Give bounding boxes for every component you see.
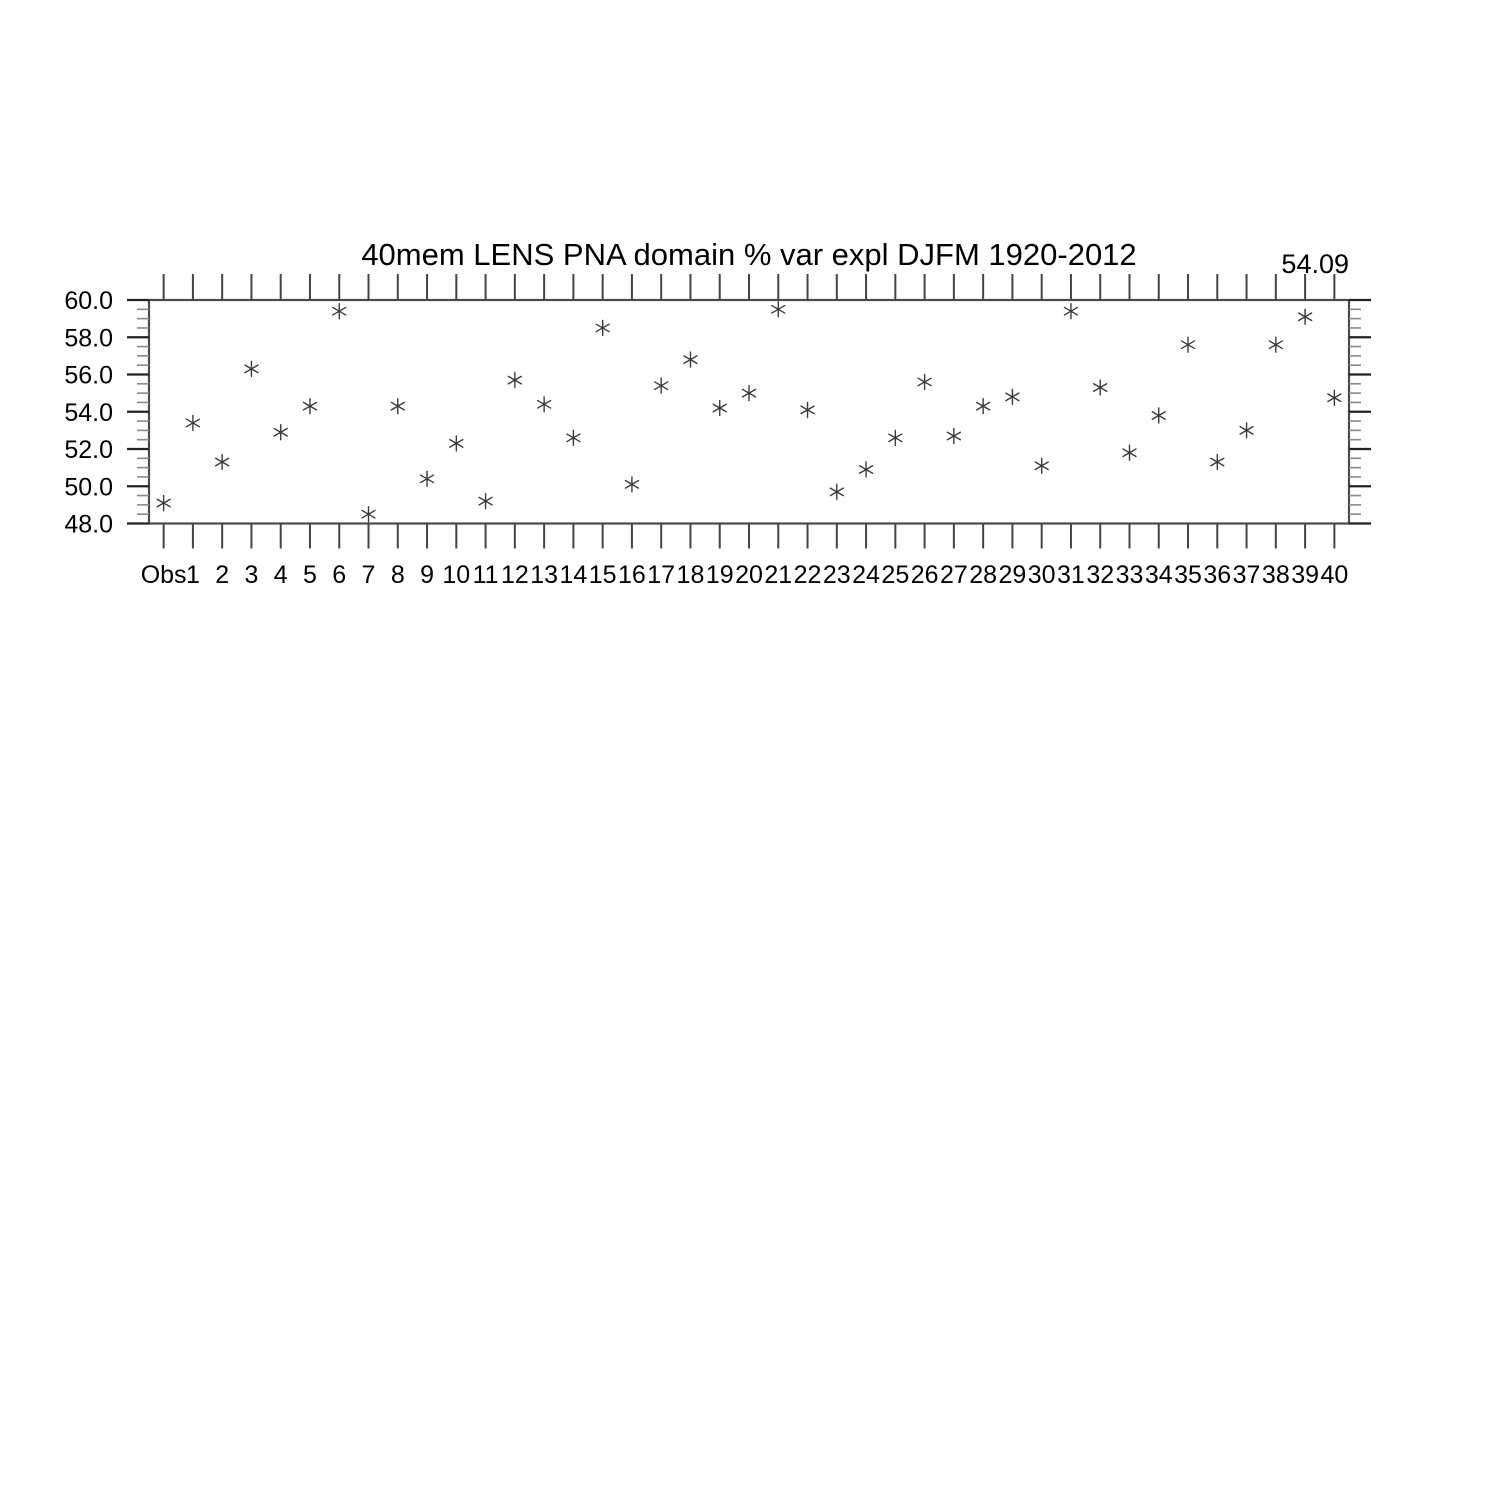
data-point-marker — [244, 364, 259, 374]
data-point-marker — [1005, 392, 1020, 402]
data-point-marker — [917, 377, 932, 387]
data-point-marker — [1180, 340, 1196, 350]
data-point-marker — [1327, 393, 1342, 403]
x-tick-label: 9 — [420, 561, 434, 589]
data-point-marker — [536, 399, 552, 409]
x-tick-label: 21 — [764, 561, 792, 589]
x-tick-label: 17 — [647, 561, 675, 589]
data-point-marker — [1297, 312, 1313, 322]
data-point-marker — [1151, 411, 1166, 420]
x-tick-label: 8 — [391, 561, 405, 589]
x-tick-label: Obs — [141, 561, 187, 589]
data-point-marker — [975, 401, 991, 411]
x-tick-label: 1 — [186, 561, 200, 589]
data-point-marker — [1239, 425, 1254, 435]
x-tick-label: 29 — [999, 561, 1027, 589]
data-point-marker — [653, 381, 669, 391]
data-point-marker — [1122, 448, 1137, 458]
x-tick-label: 2 — [215, 561, 229, 589]
x-tick-label: 11 — [473, 561, 499, 589]
y-tick-label: 50.0 — [64, 473, 113, 501]
x-tick-label: 33 — [1116, 561, 1144, 589]
data-point-marker — [771, 304, 786, 314]
x-tick-label: 36 — [1203, 561, 1231, 589]
x-tick-label: 7 — [362, 561, 376, 589]
x-tick-label: 3 — [244, 561, 258, 589]
x-tick-label: 31 — [1057, 561, 1085, 589]
x-tick-label: 18 — [677, 561, 705, 589]
x-tick-label: 19 — [706, 561, 734, 589]
x-tick-label: 38 — [1262, 561, 1290, 589]
x-tick-label: 14 — [559, 561, 587, 589]
x-tick-label: 32 — [1086, 561, 1114, 589]
data-point-marker — [1063, 306, 1079, 316]
data-point-marker — [829, 487, 845, 497]
x-tick-label: 16 — [618, 561, 646, 589]
data-point-marker — [741, 388, 757, 398]
ensemble-mean-value: 54.09 — [1281, 249, 1349, 279]
x-tick-label: 40 — [1320, 561, 1348, 589]
x-tick-label: 25 — [881, 561, 909, 589]
data-point-marker — [888, 433, 903, 443]
data-point-marker — [800, 405, 815, 415]
x-tick-label: 23 — [823, 561, 851, 589]
data-point-marker — [595, 323, 610, 333]
data-point-marker — [946, 431, 962, 441]
data-point-marker — [507, 375, 523, 385]
data-point-marker — [302, 401, 318, 411]
data-point-marker — [683, 355, 698, 365]
data-point-marker — [185, 418, 201, 428]
x-tick-label: 24 — [852, 561, 880, 589]
data-point-marker — [478, 496, 493, 506]
data-point-marker — [156, 498, 171, 508]
x-tick-label: 39 — [1291, 561, 1319, 589]
x-tick-label: 27 — [940, 561, 968, 589]
x-tick-label: 13 — [530, 561, 558, 589]
x-tick-label: 30 — [1028, 561, 1056, 589]
x-tick-label: 34 — [1145, 561, 1173, 589]
x-tick-label: 15 — [589, 561, 617, 589]
data-point-marker — [858, 465, 874, 474]
x-tick-label: 35 — [1174, 561, 1202, 589]
data-point-marker — [1093, 383, 1108, 392]
data-point-marker — [390, 401, 405, 411]
y-tick-label: 54.0 — [64, 399, 113, 427]
plot-box — [147, 298, 1351, 525]
data-point-marker — [1268, 340, 1284, 350]
data-point-marker — [712, 403, 727, 413]
y-tick-label: 60.0 — [64, 287, 113, 315]
data-point-marker — [273, 427, 288, 437]
y-tick-label: 56.0 — [64, 362, 113, 390]
x-tick-label: 22 — [794, 561, 822, 589]
data-point-marker — [566, 433, 581, 443]
x-tick-label: 12 — [501, 561, 529, 589]
data-point-marker — [624, 479, 640, 489]
data-point-marker — [361, 509, 376, 519]
x-tick-label: 6 — [332, 561, 346, 589]
x-tick-label: 4 — [274, 561, 288, 589]
data-point-marker — [1210, 457, 1225, 467]
data-point-marker — [419, 474, 435, 484]
data-point-marker — [449, 438, 464, 448]
chart-title: 40mem LENS PNA domain % var expl DJFM 19… — [361, 237, 1137, 272]
x-tick-label: 37 — [1233, 561, 1261, 589]
x-tick-label: 5 — [303, 561, 317, 589]
x-tick-label: 20 — [735, 561, 763, 589]
y-tick-label: 52.0 — [64, 436, 113, 464]
x-tick-label: 28 — [969, 561, 997, 589]
data-point-marker — [332, 306, 347, 316]
x-tick-label: 26 — [911, 561, 939, 589]
data-point-marker — [214, 457, 230, 467]
y-tick-label: 58.0 — [64, 324, 113, 352]
data-point-marker — [1034, 461, 1049, 471]
x-tick-label: 10 — [442, 561, 470, 589]
y-tick-label: 48.0 — [64, 511, 113, 539]
